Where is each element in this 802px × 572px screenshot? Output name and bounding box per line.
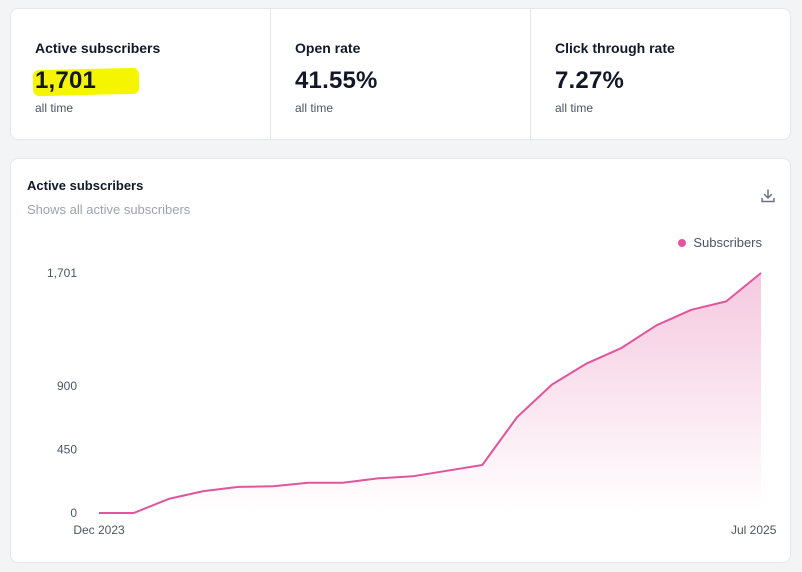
stat-open-rate: Open rate 41.55% all time	[271, 9, 531, 139]
stat-sub: all time	[295, 101, 334, 115]
x-tick-label: Jul 2025	[731, 523, 777, 537]
stat-sub: all time	[35, 101, 74, 115]
stat-click-through-rate: Click through rate 7.27% all time	[531, 9, 790, 139]
y-tick-label: 0	[70, 506, 77, 520]
series-area	[99, 273, 761, 513]
stat-value: 7.27%	[555, 67, 625, 94]
stat-label: Open rate	[295, 40, 361, 56]
chart-subtitle: Shows all active subscribers	[27, 202, 191, 217]
chart-title: Active subscribers	[27, 178, 144, 193]
stat-sub: all time	[555, 101, 594, 115]
legend-dot	[678, 238, 687, 247]
stat-value: 41.55%	[295, 67, 378, 94]
y-tick-label: 450	[57, 443, 77, 457]
legend-label: Subscribers	[693, 235, 762, 250]
stat-label: Active subscribers	[35, 40, 161, 56]
area-chart: 0 450 900 1,701 Dec 2023 Jul 2025	[47, 266, 777, 537]
download-icon[interactable]	[759, 187, 777, 205]
stat-value: 1,701	[35, 67, 97, 94]
chart-legend: Subscribers	[678, 235, 762, 250]
stat-label: Click through rate	[555, 40, 675, 56]
stat-active-subscribers: Active subscribers 1,701 all time	[11, 9, 271, 139]
x-tick-label: Dec 2023	[73, 523, 125, 537]
y-tick-label: 1,701	[47, 266, 77, 280]
stats-panel: Active subscribers 1,701 all time Open r…	[10, 8, 791, 140]
chart-card: Active subscribers Shows all active subs…	[10, 158, 791, 563]
y-tick-label: 900	[57, 379, 77, 393]
series-line-subscribers	[99, 272, 762, 514]
